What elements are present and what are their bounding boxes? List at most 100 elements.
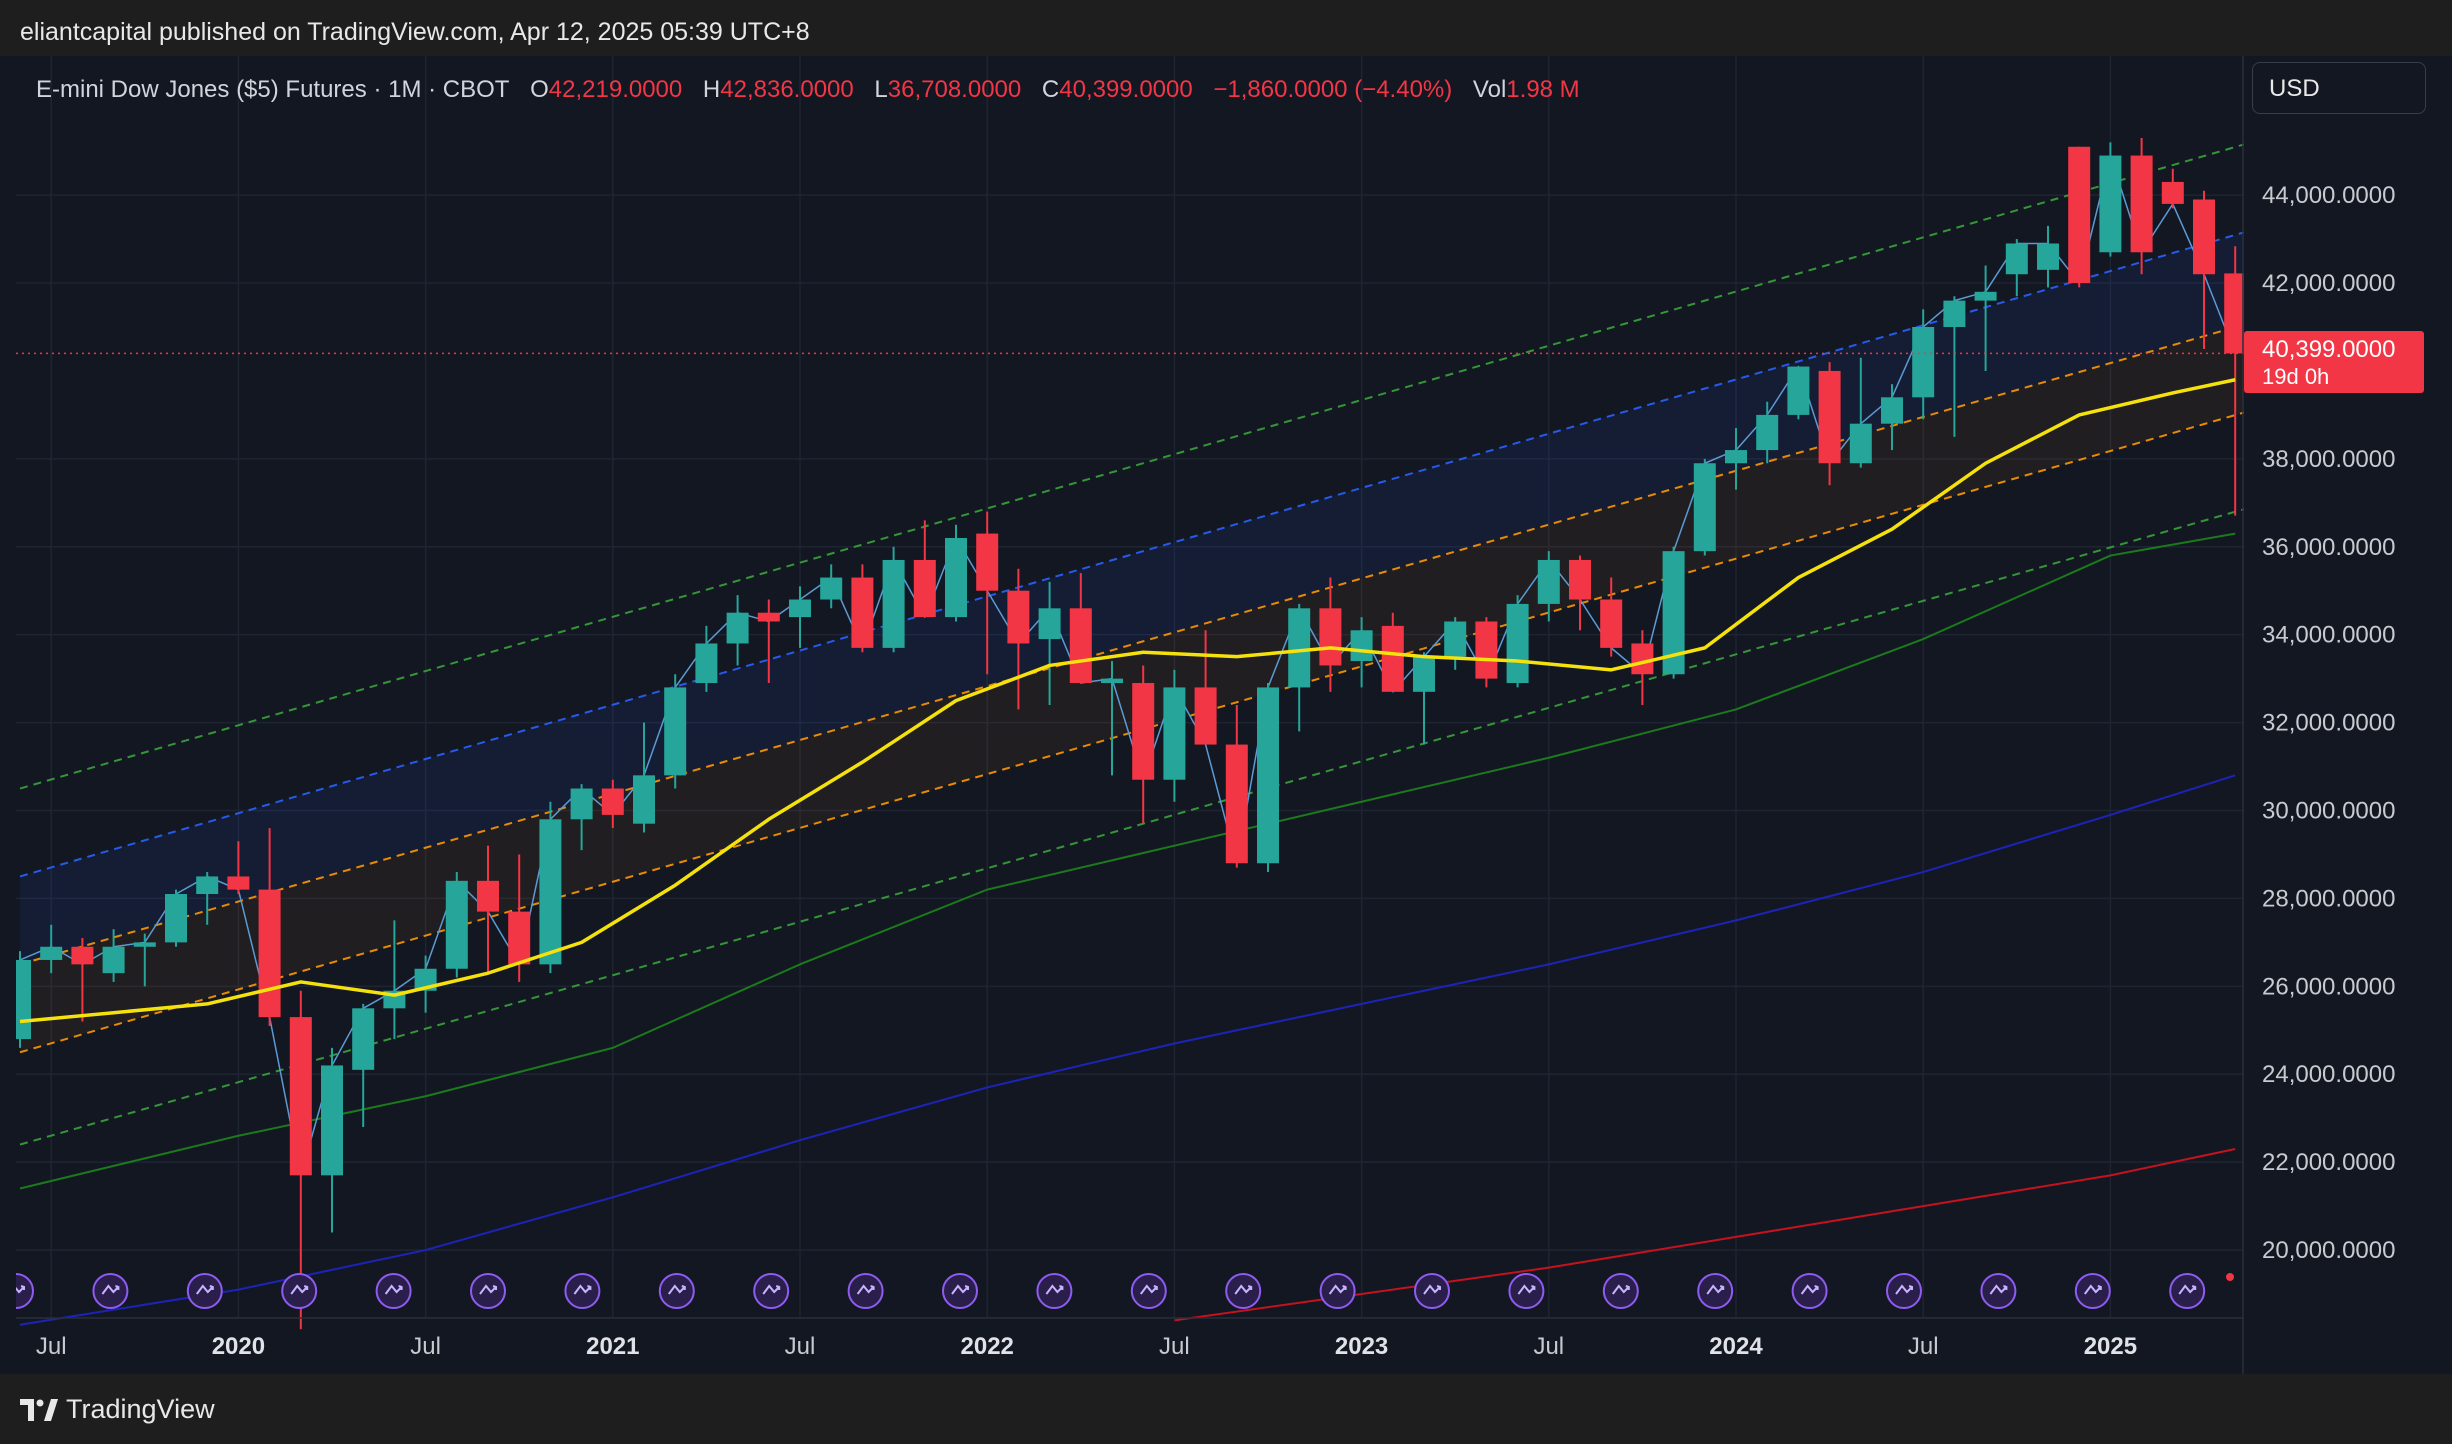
y-tick-label: 44,000.0000 xyxy=(2262,182,2395,209)
event-arrow-icon xyxy=(668,1284,686,1295)
earnings-event-icon xyxy=(1319,1273,1356,1309)
x-tick-label: 2022 xyxy=(961,1333,1014,1360)
x-tick-label: Jul xyxy=(1159,1333,1190,1360)
candle-body xyxy=(1881,397,1903,424)
candle-body xyxy=(258,889,281,1018)
event-arrow-icon xyxy=(951,1284,969,1295)
candle-body xyxy=(882,559,905,648)
candle-body xyxy=(133,942,156,947)
earnings-event-icon xyxy=(1886,1273,1922,1309)
candle-body xyxy=(1787,366,1810,415)
candle-body xyxy=(1038,608,1061,640)
candle-body xyxy=(196,876,219,895)
event-arrow-icon xyxy=(1895,1284,1913,1295)
tradingview-logo-icon xyxy=(20,1398,58,1421)
candle-body xyxy=(1413,656,1435,692)
candle-body xyxy=(1194,687,1217,745)
y-tick-label: 32,000.0000 xyxy=(2262,710,2395,737)
earnings-event-icon xyxy=(847,1273,884,1309)
channel-band-upper xyxy=(20,232,2244,965)
candle-body xyxy=(40,946,63,960)
candle-body xyxy=(1257,687,1279,864)
candle-body xyxy=(227,876,250,890)
x-tick-label: Jul xyxy=(1908,1333,1939,1360)
earnings-event-icon xyxy=(92,1273,129,1309)
tradingview-logo[interactable]: TradingView xyxy=(20,1394,215,1425)
currency-selector[interactable]: USD xyxy=(2252,62,2426,114)
y-tick-label: 26,000.0000 xyxy=(2262,973,2395,1000)
candle-body xyxy=(2130,155,2153,253)
candle-body xyxy=(1163,687,1186,780)
sma-long-line xyxy=(1174,1147,2236,1322)
notification-dot-icon xyxy=(2226,1273,2234,1281)
x-tick-label: 2020 xyxy=(212,1333,265,1360)
candle-body xyxy=(1974,291,1997,301)
y-tick-label: 28,000.0000 xyxy=(2262,885,2395,912)
volume-label: Vol xyxy=(1472,76,1507,103)
event-arrow-icon xyxy=(1045,1284,1064,1295)
candle-body xyxy=(1600,599,1623,648)
x-tick-label: 2024 xyxy=(1709,1333,1763,1360)
close-value: 40,399.0000 xyxy=(1059,76,1193,103)
candle-body xyxy=(851,577,874,648)
candle-body xyxy=(1319,608,1342,666)
earnings-event-icon xyxy=(1508,1273,1545,1309)
close-label: C xyxy=(1041,76,1060,103)
candle-body xyxy=(664,687,687,776)
last-price-tag: 40,399.0000 19d 0h xyxy=(2244,331,2424,393)
candle-body xyxy=(352,1008,375,1070)
candle-body xyxy=(913,559,936,618)
candle-body xyxy=(1069,608,1092,684)
chart-canvas[interactable]: Jul 2020 Jul 2021 Jul 2022 Jul 2023 Jul 2024 Jul 20… xyxy=(16,56,2244,1374)
x-tick-label: 2021 xyxy=(586,1333,639,1360)
y-tick-label: 24,000.0000 xyxy=(2262,1061,2395,1088)
earnings-event-icon xyxy=(2074,1273,2111,1309)
event-arrow-icon xyxy=(762,1284,781,1295)
currency-label: USD xyxy=(2269,75,2320,102)
chart-area[interactable]: Jul 2020 Jul 2021 Jul 2022 Jul 2023 Jul 2024 Jul 20… xyxy=(16,56,2244,1374)
sma-fast-line xyxy=(19,378,2236,1024)
candle-body xyxy=(1569,559,1591,600)
high-label: H xyxy=(702,76,721,103)
event-arrow-icon xyxy=(16,1285,25,1294)
event-arrow-icon xyxy=(2178,1284,2197,1295)
y-tick-label: 36,000.0000 xyxy=(2262,534,2395,561)
candle-body xyxy=(1693,463,1716,552)
candle-body xyxy=(2193,199,2215,275)
candle-body xyxy=(1444,621,1467,657)
candle-body xyxy=(1662,551,1685,675)
tradingview-brand: TradingView xyxy=(66,1394,215,1424)
candle-body xyxy=(1912,326,1935,398)
candle-body xyxy=(2068,146,2091,284)
candle-body xyxy=(2099,155,2122,253)
candle-body xyxy=(1350,630,1373,662)
candle-body xyxy=(289,1017,312,1176)
candle-body xyxy=(2224,273,2244,354)
earnings-event-icon xyxy=(1791,1273,1828,1309)
candle-body xyxy=(633,775,655,824)
earnings-event-icon xyxy=(470,1273,506,1309)
last-price-value: 40,399.0000 xyxy=(2262,336,2396,363)
symbol-legend: E-mini Dow Jones ($5) Futures · 1M · CBO… xyxy=(36,76,1580,104)
event-arrow-icon xyxy=(384,1284,403,1295)
event-arrow-icon xyxy=(2084,1284,2102,1295)
candle-body xyxy=(789,599,811,618)
y-tick-label: 42,000.0000 xyxy=(2262,270,2395,297)
event-arrow-icon xyxy=(1234,1284,1253,1295)
publisher-line: eliantcapital published on TradingView.c… xyxy=(20,18,810,46)
price-axis[interactable]: 44,000.0000 42,000.0000 38,000.0000 36,000.… xyxy=(2244,56,2452,1374)
candle-body xyxy=(1537,559,1560,604)
high-value: 42,836.0000 xyxy=(720,76,854,103)
earnings-event-icon xyxy=(1130,1273,1167,1309)
earnings-event-icon xyxy=(942,1273,978,1309)
candle-body xyxy=(820,577,843,600)
y-tick-label: 20,000.0000 xyxy=(2262,1237,2395,1264)
event-arrow-icon xyxy=(1989,1284,2008,1295)
earnings-event-icon xyxy=(1980,1273,2017,1309)
channel-band-middle xyxy=(20,324,2244,1053)
candle-body xyxy=(1943,300,1966,327)
candle-body xyxy=(945,537,967,618)
candle-body xyxy=(71,946,94,965)
candle-body xyxy=(1818,370,1841,464)
event-arrow-icon xyxy=(290,1284,309,1295)
